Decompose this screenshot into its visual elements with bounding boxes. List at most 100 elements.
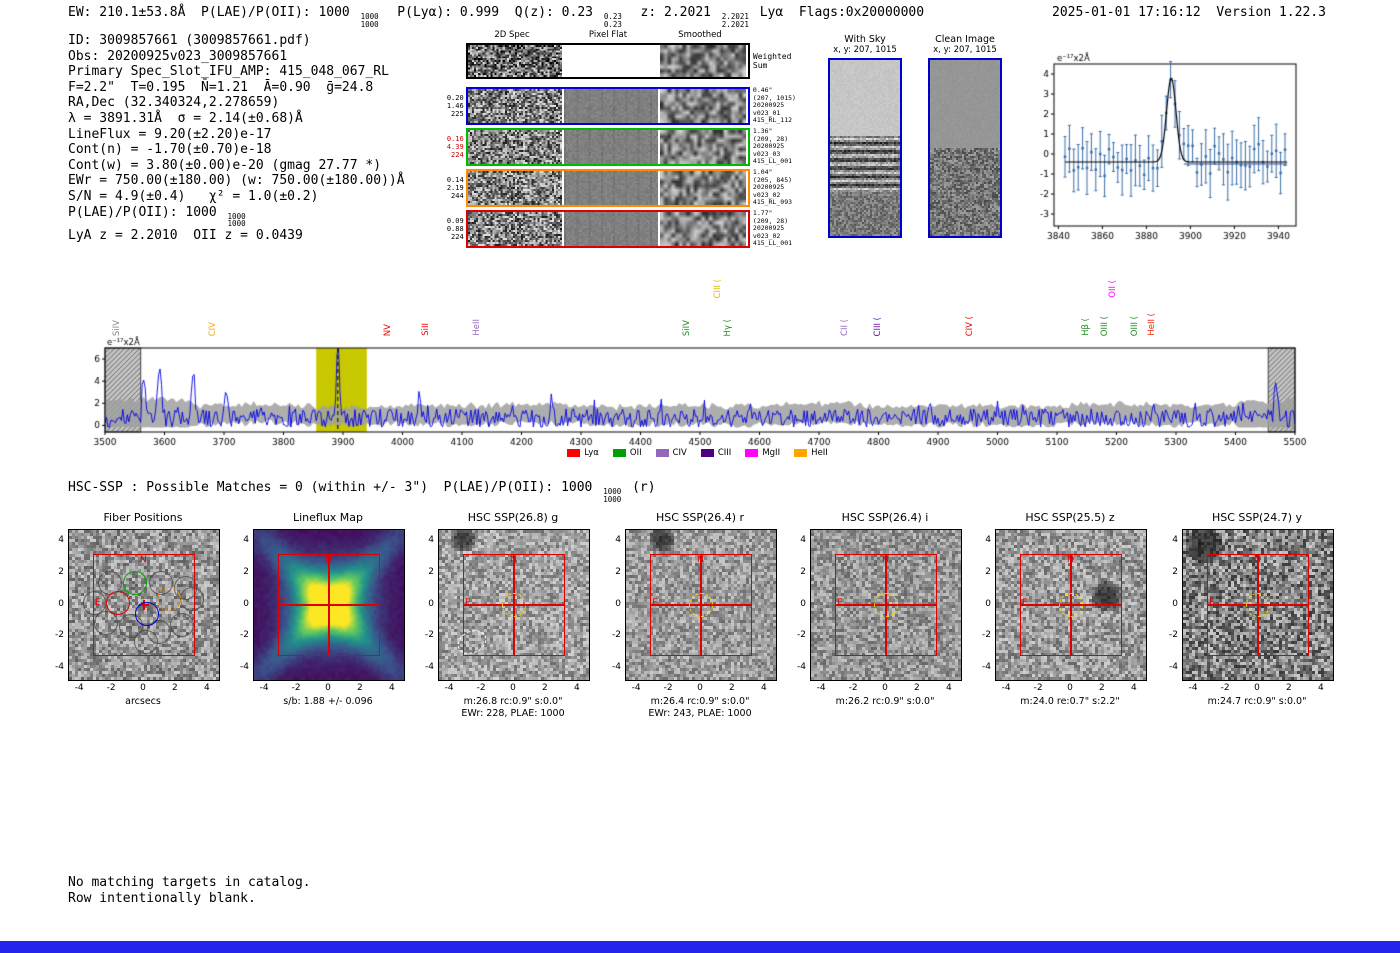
pixelflat-image bbox=[563, 45, 658, 77]
smoothed-image bbox=[659, 212, 746, 246]
spectral-line-label: CIII ( bbox=[872, 316, 883, 336]
fiber-weight-value: 0.20 bbox=[446, 94, 464, 102]
y-tick-label: 0 bbox=[615, 598, 621, 609]
x-tick-label: 2 bbox=[542, 683, 548, 693]
y-tick-label: -2 bbox=[612, 630, 621, 641]
y-tick-label: 2 bbox=[243, 566, 249, 577]
fiber-weight-value: 225 bbox=[451, 110, 464, 118]
fraction-top: 1000 bbox=[227, 211, 246, 221]
spec2d-rows: Weighted Sum 0.20 1.46 225 0.46" (207, 1015) 20… bbox=[440, 43, 820, 251]
legend-swatch bbox=[567, 449, 581, 457]
x-tick-label: 2 bbox=[1286, 683, 1292, 693]
cutout-captions: s/b: 1.88 +/- 0.096 bbox=[253, 696, 403, 708]
y-tick-label: -2 bbox=[982, 630, 991, 641]
spec2d-image bbox=[467, 212, 562, 246]
cutout-caption: EWr: 228, PLAE: 1000 bbox=[461, 707, 565, 719]
cutout-title: Lineflux Map bbox=[292, 511, 364, 524]
spec2d-info-line: 415_LL_001 bbox=[752, 157, 793, 166]
y-tick-label: 0 bbox=[243, 598, 249, 609]
legend-swatch bbox=[655, 449, 669, 457]
compass-east: E bbox=[465, 598, 471, 608]
cutout-panel: HSC SSP(26.8) g N E -4 -4 -2 -2 0 0 2 2 4 4 m:26.8 rc… bbox=[406, 505, 620, 745]
axis-label: s/b: 1.88 +/- 0.096 bbox=[283, 696, 373, 707]
info-lines: ID: 3009857661 (3009857661.pdf) Obs: 2020… bbox=[68, 33, 405, 205]
x-tick-label: 0 bbox=[510, 683, 516, 693]
y-tick-label: -2 bbox=[1169, 630, 1178, 641]
fiber-weight-value: 224 bbox=[451, 151, 464, 159]
withsky-title: With Sky bbox=[844, 34, 886, 45]
spectral-line-label: SiIV bbox=[682, 319, 693, 336]
spec2d-row: 0.14 2.19 244 1.04" (205, 845) 20200925 v023_0… bbox=[440, 168, 820, 207]
spec2d-info-line: (207, 1015) bbox=[752, 93, 796, 102]
fiber-circle bbox=[133, 629, 158, 654]
spec2d-info-line: v023_02 bbox=[752, 231, 781, 240]
smoothed-image bbox=[659, 171, 746, 205]
aperture-circle bbox=[1059, 593, 1083, 617]
spec2d-info-line: (209, 28) bbox=[752, 216, 789, 225]
x-tick-label: 4 bbox=[203, 683, 210, 693]
spec2d-row: 0.16 4.39 224 1.36" (209, 28) 20200925 v023_03… bbox=[440, 127, 820, 166]
cutout-panel: Fiber Positions N E -4 -4 -2 -2 0 0 2 2 4 4 arcsecs bbox=[36, 505, 250, 745]
spec2d-column-titles: 2D Spec Pixel Flat Smoothed bbox=[465, 30, 749, 40]
x-tick-label: 0 bbox=[325, 683, 331, 693]
spec2d-row: 0.20 1.46 225 0.46" (207, 1015) 20200925 v023_… bbox=[440, 86, 820, 125]
spec2d-row: Weighted Sum bbox=[440, 43, 820, 79]
spec2d-row-info: 1.36" (209, 28) 20200925 v023_03 415_LL_001 bbox=[750, 127, 820, 166]
fiber-weight-labels: 0.09 0.88 224 bbox=[440, 210, 466, 248]
spec2d-row-info: 1.04" (205, 845) 20200925 v023_02 415_RL_093 bbox=[750, 168, 820, 207]
compass-east: E bbox=[1022, 598, 1028, 608]
summary-header: EW: 210.1±53.8Å P(LAE)/P(OII): 1000 1000… bbox=[68, 5, 924, 28]
spec2d-image bbox=[467, 89, 562, 123]
x-tick-label: 4 bbox=[945, 683, 952, 693]
hsc-match-header: HSC-SSP : Possible Matches = 0 (within +… bbox=[68, 480, 656, 503]
y-tick-label: -4 bbox=[1169, 662, 1178, 673]
cutout-title: HSC SSP(26.8) g bbox=[467, 511, 559, 524]
y-tick-label: 2 bbox=[58, 566, 64, 577]
x-tick-label: -4 bbox=[631, 683, 641, 693]
info-line: Cont(n) = -1.70(±0.70)e-18 bbox=[68, 142, 272, 158]
fiber-weight-labels: 0.20 1.46 225 bbox=[440, 87, 466, 125]
spec2d-image-strip bbox=[465, 128, 750, 166]
clean-image-panel: Clean Image x, y: 207, 1015 bbox=[926, 34, 1004, 238]
y-tick-label: -2 bbox=[797, 630, 806, 641]
info-line: EWr = 750.00(±180.00) (w: 750.00(±180.00… bbox=[68, 173, 405, 189]
x-tick-label: -2 bbox=[1033, 683, 1043, 693]
plae-fraction: 1000 1000 bbox=[361, 13, 379, 28]
x-tick-label: -2 bbox=[106, 683, 116, 693]
fraction-bottom: 1000 bbox=[360, 19, 379, 29]
pixelflat-image bbox=[563, 89, 658, 123]
linefit-inset-chart bbox=[1030, 50, 1302, 246]
legend-label: OII bbox=[629, 448, 642, 458]
summary-plya-qz-text: P(Lyα): 0.999 Q(z): 0.23 bbox=[381, 5, 601, 20]
x-tick-label: -2 bbox=[291, 683, 301, 693]
footer-line-1: No matching targets in catalog. bbox=[68, 875, 311, 890]
timestamp-version: 2025-01-01 17:16:12 Version 1.22.3 bbox=[1052, 5, 1326, 20]
spec2d-image bbox=[467, 130, 562, 164]
footer-notes: No matching targets in catalog. Row inte… bbox=[68, 875, 311, 906]
withsky-panel: With Sky x, y: 207, 1015 bbox=[826, 34, 904, 238]
cutout-panel: HSC SSP(26.4) r N E -4 -4 -2 -2 0 0 2 2 4 4 m:26.4 rc… bbox=[593, 505, 807, 745]
x-tick-label: 4 bbox=[388, 683, 395, 693]
cutout-captions: m:24.7 rc:0.9" s:0.0" bbox=[1182, 696, 1332, 708]
smoothed-image bbox=[659, 45, 746, 77]
cutout-captions: m:26.4 rc:0.9" s:0.0" EWr: 243, PLAE: 100… bbox=[625, 696, 775, 719]
pixelflat-image bbox=[563, 130, 658, 164]
y-tick-label: 2 bbox=[428, 566, 434, 577]
info-line: F=2.2" T=0.195 N̄=1.21 Ā=0.90 ḡ=24.8 bbox=[68, 79, 374, 95]
fraction-bottom: 1000 bbox=[227, 219, 246, 229]
fiber-weight-labels: 0.14 2.19 244 bbox=[440, 169, 466, 207]
y-tick-label: 4 bbox=[428, 534, 434, 545]
plae-prefix: P(LAE)/P(OII): 1000 bbox=[68, 204, 225, 220]
x-tick-label: -4 bbox=[259, 683, 269, 693]
spec2d-image-strip bbox=[465, 43, 750, 79]
legend-item: CIV bbox=[655, 448, 687, 458]
aperture-circle bbox=[689, 593, 713, 617]
plae-fraction: 1000 1000 bbox=[603, 488, 621, 503]
info-line: Primary Spec_Slot_IFU_AMP: 415_048_067_R… bbox=[68, 64, 389, 80]
spectral-line-label: OIII ( bbox=[1129, 315, 1140, 336]
x-tick-label: 2 bbox=[729, 683, 735, 693]
